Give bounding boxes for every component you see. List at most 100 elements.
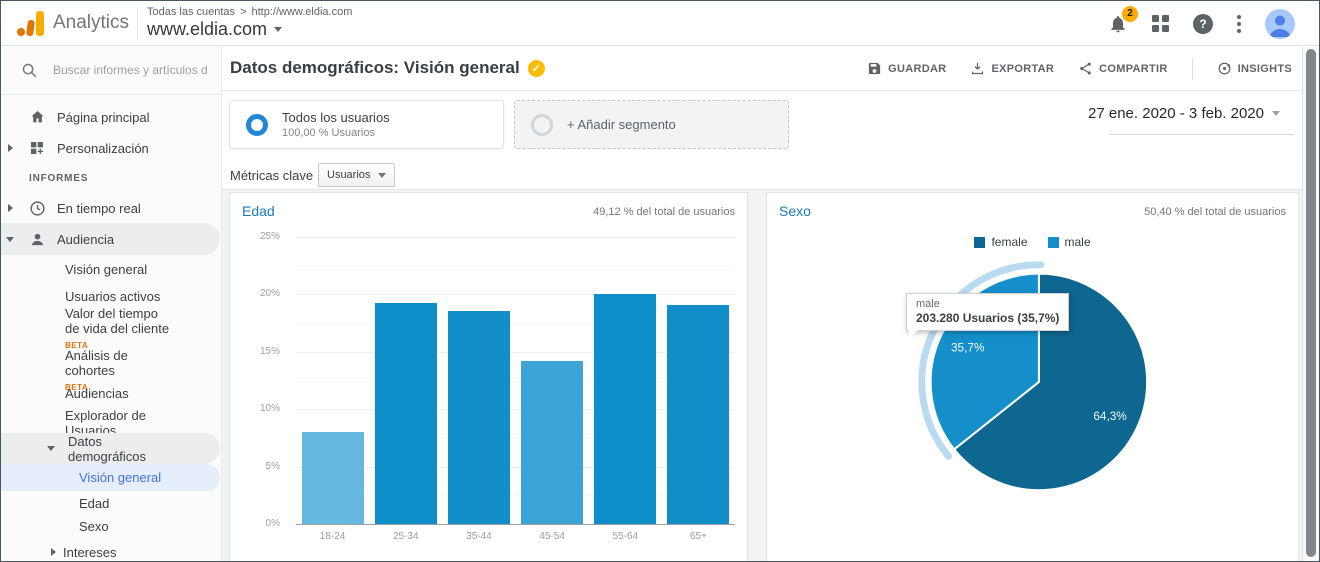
sidebar-item-demographics[interactable]: Datos demográficos [1, 433, 220, 464]
sidebar-item-active-users[interactable]: Usuarios activos [1, 283, 220, 309]
add-segment-button[interactable]: + Añadir segmento [514, 100, 789, 149]
pie-slice-female[interactable] [953, 272, 1149, 492]
sidebar-item-audience[interactable]: Audiencia [1, 223, 220, 255]
gridline-minor [296, 323, 735, 325]
chevron-down-icon [378, 172, 387, 178]
apps-button[interactable] [1152, 15, 1169, 32]
bar-45-54[interactable] [521, 360, 584, 525]
chevron-right-icon [7, 144, 13, 152]
sidebar-item-demographics-overview-active[interactable]: Visión general [1, 464, 220, 491]
date-range-selector[interactable]: 27 ene. 2020 - 3 feb. 2020 [1088, 105, 1280, 122]
sidebar-item-home[interactable]: Página principal [1, 102, 220, 132]
export-button[interactable]: EXPORTAR [970, 61, 1054, 76]
sidebar-item-label: Visión general [65, 261, 148, 277]
sidebar-item-label: Audiencias [65, 385, 129, 401]
beta-badge: BETA [65, 341, 89, 350]
tooltip-value: 203.280 Usuarios (35,7%) [916, 311, 1060, 325]
sidebar-item-interests[interactable]: Intereses [1, 539, 220, 561]
help-button[interactable]: ? [1193, 13, 1213, 34]
bar-55-64[interactable] [594, 294, 657, 525]
breadcrumb[interactable]: Todas las cuentas > http://www.eldia.com [147, 6, 352, 18]
kebab-menu-icon [1237, 14, 1241, 33]
sidebar-item-label: cohortes [65, 363, 115, 378]
bar-18-24[interactable] [301, 432, 364, 525]
chevron-down-icon [274, 27, 283, 32]
apps-grid-icon [1152, 15, 1169, 32]
share-button[interactable]: COMPARTIR [1078, 61, 1168, 76]
actions-divider [1191, 57, 1193, 80]
metrics-dropdown[interactable]: Usuarios [318, 163, 396, 187]
tooltip-series-name: male [916, 298, 940, 310]
breadcrumb-separator: > [240, 6, 247, 18]
chevron-right-icon [51, 548, 56, 556]
x-tick-label: 25-34 [392, 531, 419, 542]
breadcrumb-property-url[interactable]: http://www.eldia.com [251, 6, 353, 18]
gridline [296, 294, 735, 296]
save-button[interactable]: GUARDAR [867, 61, 946, 76]
date-range-underline [1109, 134, 1294, 135]
chevron-down-icon [1272, 111, 1280, 116]
download-icon [972, 62, 984, 75]
y-tick-label: 25% [259, 231, 280, 242]
sidebar-search-input[interactable] [53, 63, 208, 77]
sidebar-search[interactable] [1, 46, 221, 95]
pie-highlight-ring [918, 261, 1045, 460]
bar-35-44[interactable] [447, 311, 510, 525]
insights-button[interactable]: INSIGHTS [1217, 61, 1292, 76]
scrollbar-thumb[interactable] [1306, 49, 1316, 557]
sidebar-item-label: Datos [68, 433, 102, 449]
notifications-button[interactable]: 2 [1108, 5, 1138, 34]
date-range-text: 27 ene. 2020 - 3 feb. 2020 [1088, 105, 1264, 122]
segment-section: Todos los usuarios 100,00 % Usuarios + A… [222, 91, 1302, 161]
bar-x-axis-line [296, 524, 735, 525]
sidebar-item-realtime[interactable]: En tiempo real [1, 193, 220, 223]
gridline-minor [296, 437, 735, 439]
sidebar-item-personalization[interactable]: Personalización [1, 133, 220, 163]
metrics-label: Métricas clave [230, 168, 314, 183]
brand-name: Analytics [53, 12, 130, 33]
sidebar-item-label: Valor del tiempo [65, 306, 158, 321]
bar-25-34[interactable] [374, 303, 437, 525]
chevron-down-icon [47, 446, 55, 451]
analytics-logo-icon[interactable] [17, 11, 44, 37]
segment-all-users[interactable]: Todos los usuarios 100,00 % Usuarios [229, 100, 504, 149]
property-selector[interactable]: www.eldia.com [147, 19, 283, 40]
sidebar-item-label: demográficos [68, 448, 147, 464]
age-chart-title[interactable]: Edad [242, 203, 275, 219]
sidebar-item-label: Edad [79, 495, 110, 511]
gender-chart-title[interactable]: Sexo [779, 203, 811, 219]
vertical-scrollbar[interactable] [1302, 47, 1319, 561]
bar-plot [296, 237, 735, 525]
gender-chart-card: Sexo 50,40 % del total de usuarios femal… [766, 192, 1299, 561]
sidebar-item-audiences[interactable]: Audiencias [1, 380, 220, 406]
segment-subtitle: 100,00 % Usuarios [282, 127, 375, 139]
sidebar-item-lifetime-value[interactable]: Valor del tiempo de vida del cliente BET… [1, 301, 220, 350]
bell-icon [1111, 15, 1125, 32]
legend-swatch-icon [1047, 236, 1059, 248]
metrics-selected-value: Usuarios [327, 169, 371, 181]
user-avatar[interactable] [1265, 8, 1295, 39]
pie-legend: female male [767, 235, 1298, 249]
bar-y-axis: 0% 5% 10% 15% 20% 25% [230, 231, 288, 529]
overflow-menu-button[interactable] [1237, 14, 1241, 33]
gridline-minor [296, 495, 735, 497]
sidebar-item-cohort-analysis[interactable]: Análisis de cohortes BETA [1, 343, 220, 392]
legend-item-female[interactable]: female [974, 235, 1028, 249]
bar-65+[interactable] [667, 304, 730, 525]
top-bar: Analytics Todas las cuentas > http://www… [1, 1, 1319, 46]
beta-badge: BETA [65, 383, 89, 392]
report-actions: GUARDAR EXPORTAR COMPARTIR [867, 46, 1292, 91]
x-tick-label: 35-44 [466, 531, 492, 542]
legend-item-male[interactable]: male [1047, 235, 1091, 249]
bar-slot [662, 238, 735, 525]
notification-badge: 2 [1122, 5, 1138, 22]
gridline-minor [296, 380, 735, 382]
sidebar-item-age[interactable]: Edad [1, 490, 220, 516]
y-tick-label: 15% [259, 345, 280, 357]
breadcrumb-account[interactable]: Todas las cuentas [147, 6, 236, 18]
y-tick-label: 20% [259, 288, 280, 300]
sidebar-item-audience-overview[interactable]: Visión general [1, 256, 220, 282]
save-label: GUARDAR [888, 62, 947, 75]
sidebar-item-gender[interactable]: Sexo [1, 513, 220, 539]
